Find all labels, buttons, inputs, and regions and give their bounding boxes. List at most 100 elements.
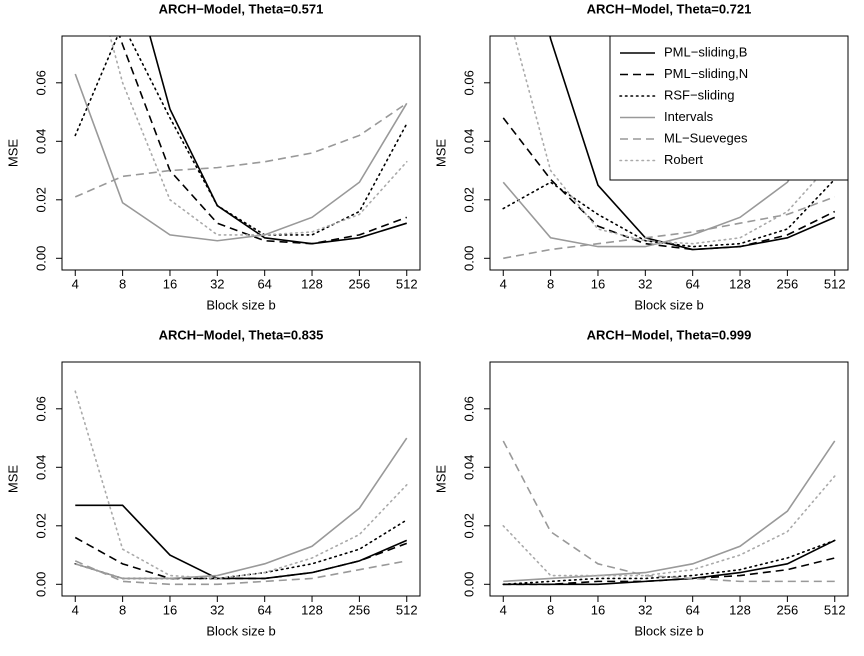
x-tick-label: 8	[119, 276, 126, 291]
x-tick-label: 4	[72, 602, 79, 617]
series-line	[74, 102, 408, 198]
y-tick-label: 0.06	[33, 70, 48, 95]
plot-frame	[61, 35, 421, 271]
y-tick-label: 0.04	[33, 129, 48, 154]
x-tick-label: 32	[638, 602, 652, 617]
y-tick-label: 0.00	[461, 572, 476, 597]
x-tick-label: 32	[210, 602, 224, 617]
legend-label: Robert	[664, 152, 703, 167]
y-axis-label: MSE	[433, 465, 448, 494]
series-line	[502, 117, 836, 251]
chart-title: ARCH−Model, Theta=0.835	[159, 327, 324, 342]
chart-title: ARCH−Model, Theta=0.571	[159, 1, 324, 16]
y-axis-label: MSE	[5, 465, 20, 494]
series-line	[74, 519, 408, 580]
y-tick-label: 0.06	[461, 70, 476, 95]
plot-frame	[489, 361, 849, 597]
x-axis-label: Block size b	[634, 297, 703, 312]
series-line	[513, 36, 836, 245]
y-tick-label: 0.06	[461, 396, 476, 421]
y-tick-label: 0.02	[33, 187, 48, 212]
panel: ARCH−Model, Theta=0.835 Block size b MSE 4 8…	[5, 327, 421, 638]
legend-label: PML−sliding,N	[664, 66, 748, 81]
x-tick-label: 16	[163, 276, 177, 291]
legend-label: ML−Sueveges	[664, 130, 748, 145]
x-tick-label: 8	[547, 602, 554, 617]
series-line	[503, 440, 836, 583]
series-line	[74, 36, 408, 236]
series-line	[502, 475, 836, 577]
x-tick-label: 256	[349, 276, 371, 291]
legend-box	[609, 35, 849, 181]
x-tick-label: 32	[638, 276, 652, 291]
panel: ARCH−Model, Theta=0.999 Block size b MSE 4 8…	[433, 327, 849, 638]
series-line	[502, 178, 836, 248]
x-tick-label: 256	[777, 602, 799, 617]
x-tick-label: 4	[72, 276, 79, 291]
x-tick-label: 512	[824, 602, 846, 617]
x-tick-label: 16	[591, 276, 605, 291]
x-tick-label: 128	[729, 602, 751, 617]
x-axis-label: Block size b	[206, 297, 275, 312]
series-line	[502, 440, 835, 583]
y-axis-label: MSE	[5, 139, 20, 168]
series-line	[503, 557, 835, 586]
x-tick-label: 128	[301, 602, 323, 617]
x-tick-label: 256	[777, 276, 799, 291]
chart-title: ARCH−Model, Theta=0.999	[587, 327, 752, 342]
panel: ARCH−Model, Theta=0.571 Block size b MSE 4 8…	[5, 1, 421, 312]
series-line	[109, 36, 408, 236]
legend-label: Intervals	[664, 109, 714, 124]
x-tick-label: 512	[824, 276, 846, 291]
x-tick-label: 16	[163, 602, 177, 617]
x-tick-label: 128	[729, 276, 751, 291]
y-tick-label: 0.04	[461, 455, 476, 480]
series-line	[503, 196, 836, 260]
legend: PML−sliding,B PML−sliding,N RSF−sliding Int…	[609, 35, 849, 181]
series-line	[502, 105, 836, 248]
x-tick-label: 8	[119, 602, 126, 617]
x-tick-label: 512	[396, 276, 418, 291]
series-line	[74, 560, 407, 586]
x-tick-label: 128	[301, 276, 323, 291]
x-tick-label: 64	[257, 276, 271, 291]
x-tick-label: 8	[547, 276, 554, 291]
x-tick-label: 64	[685, 276, 699, 291]
y-tick-label: 0.02	[461, 187, 476, 212]
series-line	[75, 437, 408, 580]
chart-title: ARCH−Model, Theta=0.721	[587, 1, 752, 16]
plot-lines	[74, 390, 408, 586]
x-tick-label: 256	[349, 602, 371, 617]
series-line	[502, 539, 836, 586]
series-line	[118, 36, 408, 245]
y-tick-label: 0.04	[461, 129, 476, 154]
panel: ARCH−Model, Theta=0.721 Block size b MSE 4 8…	[433, 1, 849, 312]
x-axis-label: Block size b	[206, 623, 275, 638]
legend-label: RSF−sliding	[664, 87, 734, 102]
y-tick-label: 0.00	[33, 246, 48, 271]
y-axis-label: MSE	[433, 139, 448, 168]
legend-label: PML−sliding,B	[664, 44, 747, 59]
series-line	[75, 504, 408, 580]
y-tick-label: 0.06	[33, 396, 48, 421]
series-line	[74, 73, 408, 242]
series-line	[149, 36, 407, 245]
series-line	[74, 390, 408, 580]
series-line	[74, 536, 408, 580]
y-tick-label: 0.00	[33, 572, 48, 597]
x-tick-label: 4	[500, 602, 507, 617]
y-tick-label: 0.04	[33, 455, 48, 480]
plot-lines	[502, 440, 836, 586]
y-tick-label: 0.02	[33, 513, 48, 538]
series-line	[549, 36, 836, 251]
y-tick-label: 0.00	[461, 246, 476, 271]
y-tick-label: 0.02	[461, 513, 476, 538]
x-tick-label: 16	[591, 602, 605, 617]
x-axis-label: Block size b	[634, 623, 703, 638]
plot-lines	[502, 36, 836, 260]
x-tick-label: 32	[210, 276, 224, 291]
x-tick-label: 4	[500, 276, 507, 291]
x-tick-label: 64	[685, 602, 699, 617]
plot-lines	[74, 36, 408, 245]
